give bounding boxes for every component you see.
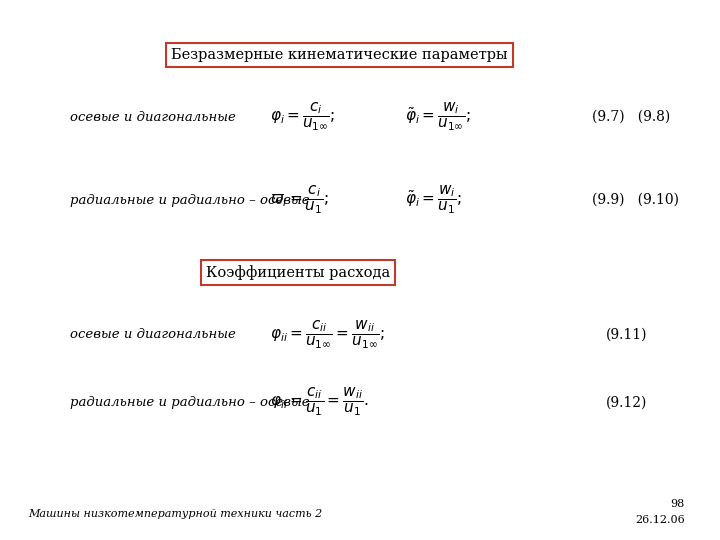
Text: (9.12): (9.12) xyxy=(606,395,647,409)
Text: осевые и диагональные: осевые и диагональные xyxy=(70,328,235,341)
Text: $\tilde{\varphi}_i = \dfrac{w_i}{u_1};$: $\tilde{\varphi}_i = \dfrac{w_i}{u_1};$ xyxy=(405,184,462,216)
Text: Машины низкотемпературной техники часть 2: Машины низкотемпературной техники часть … xyxy=(28,509,323,518)
Text: $\varphi_{ii} = \dfrac{c_{ii}}{u_{1\infty}} = \dfrac{w_{ii}}{u_{1\infty}};$: $\varphi_{ii} = \dfrac{c_{ii}}{u_{1\inft… xyxy=(270,319,384,351)
Text: радиальные и радиально – осевые: радиальные и радиально – осевые xyxy=(70,193,310,206)
Text: (9.11): (9.11) xyxy=(606,328,647,342)
Text: Коэффициенты расхода: Коэффициенты расхода xyxy=(206,265,390,280)
Text: 98: 98 xyxy=(670,500,685,509)
Text: осевые и диагональные: осевые и диагональные xyxy=(70,111,235,124)
Text: $\varphi_{ii} = \dfrac{c_{ii}}{u_1} = \dfrac{w_{ii}}{u_1}.$: $\varphi_{ii} = \dfrac{c_{ii}}{u_1} = \d… xyxy=(270,386,369,418)
Text: $\varpi_i = \dfrac{c_i}{u_1};$: $\varpi_i = \dfrac{c_i}{u_1};$ xyxy=(270,184,329,216)
Text: (9.7)   (9.8): (9.7) (9.8) xyxy=(592,110,670,124)
Text: 26.12.06: 26.12.06 xyxy=(635,515,685,525)
Text: $\varphi_i = \dfrac{c_i}{u_{1\infty}};$: $\varphi_i = \dfrac{c_i}{u_{1\infty}};$ xyxy=(270,101,336,133)
Text: (9.9)   (9.10): (9.9) (9.10) xyxy=(592,193,678,207)
Text: $\tilde{\varphi}_i = \dfrac{w_i}{u_{1\infty}};$: $\tilde{\varphi}_i = \dfrac{w_i}{u_{1\in… xyxy=(405,101,470,133)
Text: радиальные и радиально – осевые: радиальные и радиально – осевые xyxy=(70,396,310,409)
Text: Безразмерные кинематические параметры: Безразмерные кинематические параметры xyxy=(171,48,508,62)
